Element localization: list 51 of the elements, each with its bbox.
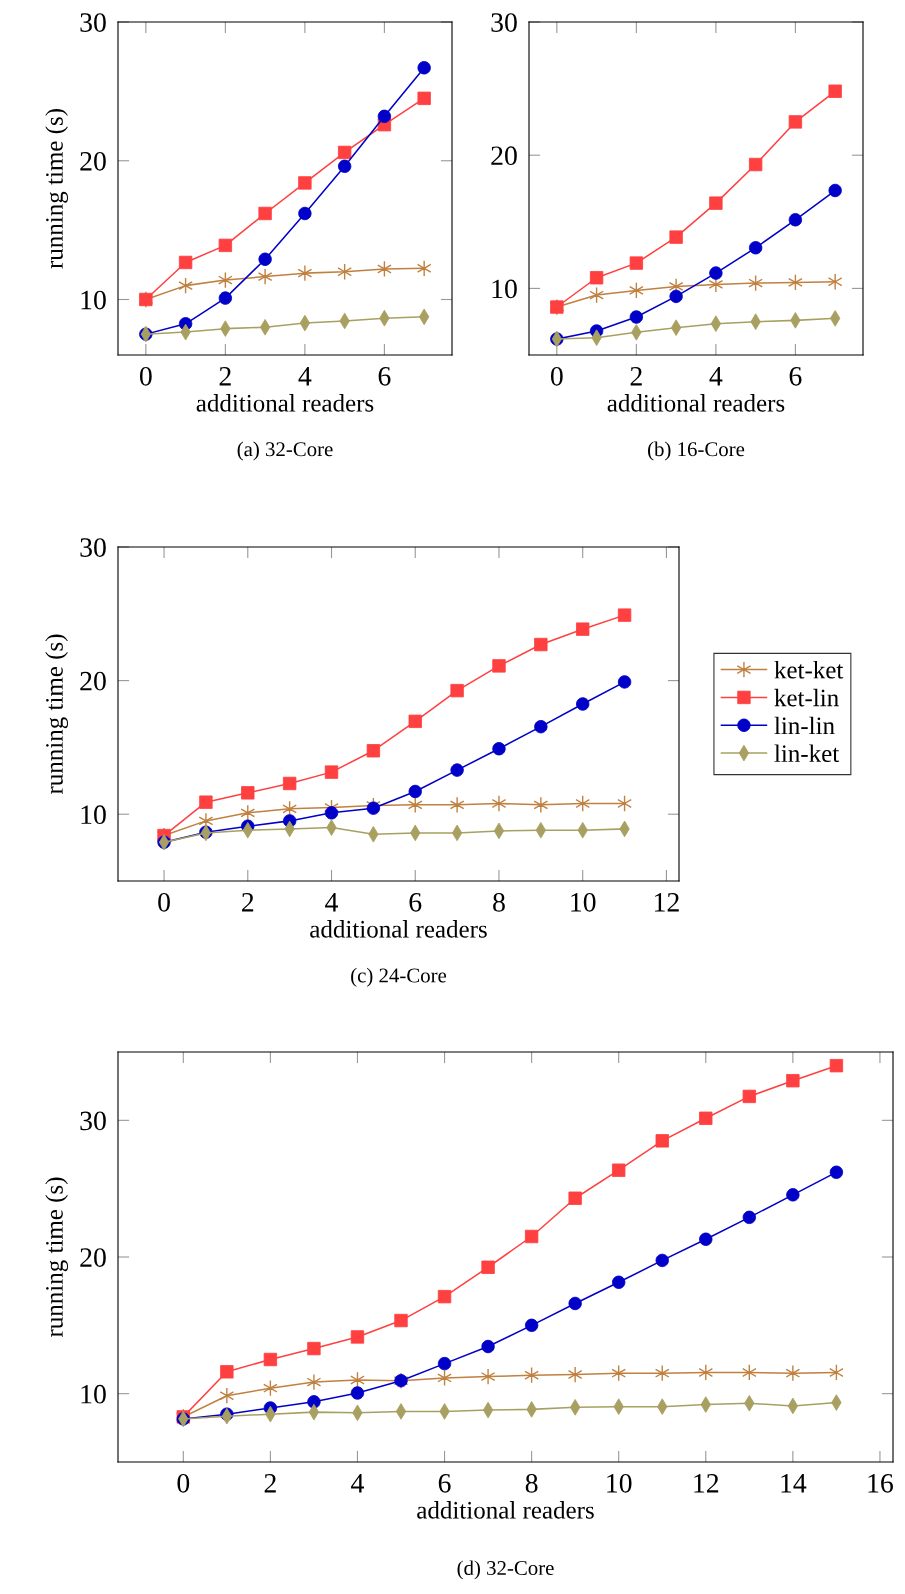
x-tick-label: 16: [868, 1473, 893, 1493]
x-tick-label: 4: [351, 1474, 364, 1493]
y-axis-title: running time (s): [45, 634, 68, 795]
legend-label: lin-ket: [774, 744, 840, 763]
x-tick-label: 4: [709, 367, 723, 386]
y-tick-label: 30: [80, 538, 106, 557]
x-tick-label: 8: [493, 892, 505, 912]
x-tick-label: 2: [242, 892, 254, 912]
x-tick-label: 0: [139, 366, 152, 386]
x-tick-label: 0: [550, 366, 563, 386]
text: (d) 32-Core: [457, 1560, 554, 1580]
x-tick-label: 2: [219, 366, 231, 386]
x-axis-title: additional readers: [196, 394, 374, 412]
x-tick-label: 2: [630, 366, 642, 386]
x-tick-label: 10: [571, 892, 596, 912]
x-tick-label: 6: [378, 366, 391, 386]
x-axis-title: additional readers: [607, 394, 785, 412]
x-tick-label: 6: [789, 366, 802, 386]
y-tick-label: 20: [491, 146, 517, 166]
y-tick-label: 20: [80, 671, 106, 691]
x-tick-label: 10: [607, 1473, 632, 1493]
x-tick-label: 4: [298, 367, 312, 386]
x-axis-title: additional readers: [417, 1501, 594, 1519]
y-tick-label: 30: [491, 13, 517, 32]
x-tick-label: 0: [177, 1473, 190, 1493]
x-tick-label: 6: [438, 1473, 451, 1493]
text: (a) 32-Core: [237, 441, 333, 461]
y-tick-label: 20: [80, 1248, 106, 1267]
text: (c) 24-Core: [351, 967, 447, 987]
x-tick-label: 14: [781, 1474, 807, 1493]
x-tick-label: 8: [525, 1473, 538, 1493]
x-tick-label: 12: [654, 892, 679, 912]
legend-label: ket-lin: [774, 688, 839, 707]
text: (b) 16-Core: [648, 441, 745, 461]
y-tick-label: 30: [80, 13, 106, 32]
y-tick-label: 10: [81, 1384, 106, 1404]
y-tick-label: 10: [81, 290, 106, 310]
x-tick-label: 2: [264, 1473, 276, 1493]
x-tick-label: 0: [158, 892, 170, 912]
x-axis-title: additional readers: [310, 920, 487, 938]
y-tick-label: 10: [492, 279, 517, 299]
x-tick-label: 4: [325, 893, 339, 912]
y-tick-label: 10: [81, 805, 106, 825]
x-tick-label: 6: [409, 892, 422, 912]
x-tick-label: 12: [694, 1473, 719, 1493]
y-tick-label: 30: [80, 1111, 106, 1131]
legend-label: lin-lin: [774, 716, 835, 734]
y-tick-label: 20: [80, 151, 106, 171]
legend-label: ket-ket: [774, 661, 844, 679]
y-axis-title: running time (s): [45, 1177, 68, 1338]
y-axis-title: running time (s): [45, 109, 68, 269]
